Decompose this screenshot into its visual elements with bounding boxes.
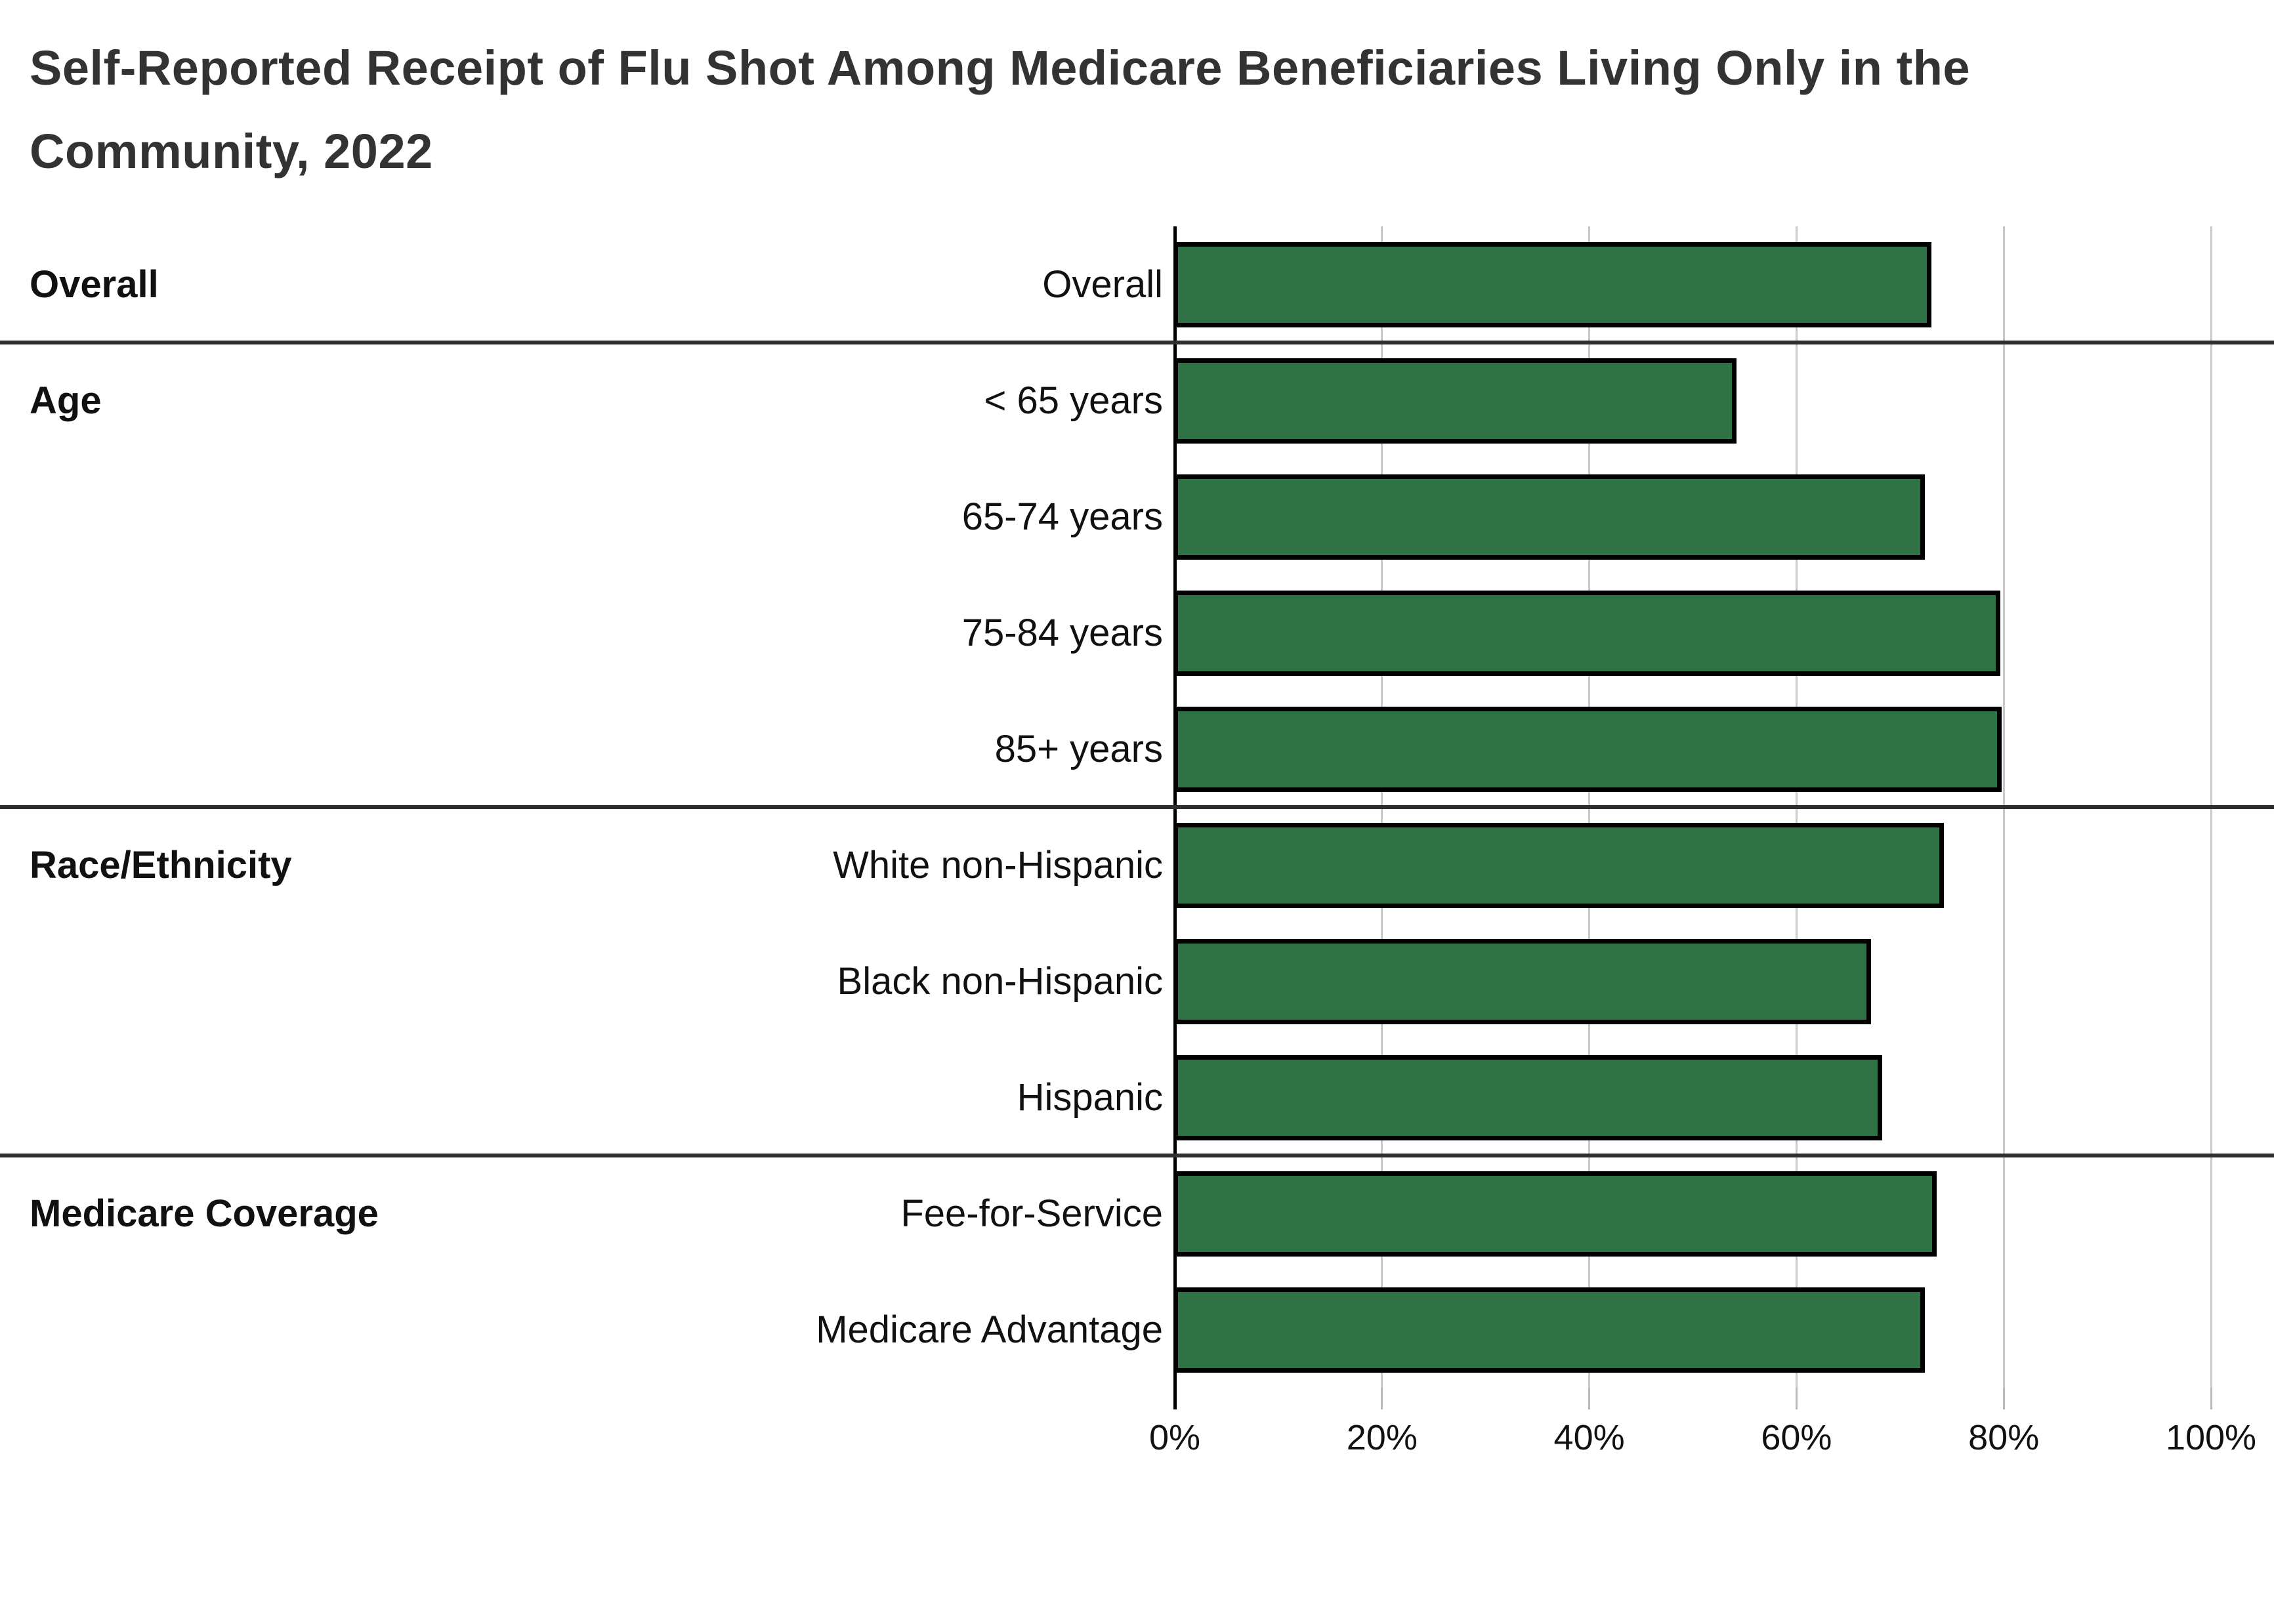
x-tick-label: 20% xyxy=(1346,1418,1418,1457)
axis-tick-100pct xyxy=(2210,1388,2212,1409)
group-label: Medicare Coverage xyxy=(30,1192,379,1235)
bar-label: < 65 years xyxy=(984,379,1163,422)
bar-85-years xyxy=(1173,706,2002,792)
x-tick-label: 0% xyxy=(1148,1418,1201,1457)
bar-label: 65-74 years xyxy=(961,495,1163,538)
group-separator xyxy=(0,341,2274,344)
bar-label: Fee-for-Service xyxy=(900,1192,1163,1235)
axis-tick-40pct xyxy=(1588,1388,1591,1409)
bar-label: Hispanic xyxy=(1017,1075,1163,1119)
axis-tick-20pct xyxy=(1381,1388,1383,1409)
bar-label: White non-Hispanic xyxy=(833,843,1163,886)
bar-overall xyxy=(1173,241,1931,327)
group-separator xyxy=(0,805,2274,809)
bar-white-non-hispanic xyxy=(1173,822,1944,908)
y-axis-line xyxy=(1173,226,1177,1409)
bar-medicare-advantage xyxy=(1173,1287,1926,1373)
bar-75-84-years xyxy=(1173,590,2001,676)
axis-tick-80pct xyxy=(2002,1388,2005,1409)
x-tick-label: 40% xyxy=(1553,1418,1625,1457)
group-separator xyxy=(0,1154,2274,1157)
bar-black-non-hispanic xyxy=(1173,938,1872,1024)
bar-label: Black non-Hispanic xyxy=(837,959,1163,1003)
bar-label: Overall xyxy=(1042,262,1163,306)
chart-title-line1: Self-Reported Receipt of Flu Shot Among … xyxy=(30,41,1971,95)
axis-tick-60pct xyxy=(1795,1388,1798,1409)
bar--65-years xyxy=(1173,358,1737,444)
group-label: Race/Ethnicity xyxy=(30,843,292,886)
x-tick-label: 80% xyxy=(1968,1418,2040,1457)
bar-label: 85+ years xyxy=(994,727,1163,770)
x-tick-label: 60% xyxy=(1761,1418,1832,1457)
bar-hispanic xyxy=(1173,1054,1883,1140)
bar-label: Medicare Advantage xyxy=(816,1308,1163,1351)
group-label: Overall xyxy=(30,262,159,306)
chart-title-line2: Community, 2022 xyxy=(30,124,433,178)
x-tick-label: 100% xyxy=(2165,1418,2257,1457)
chart-title: Self-Reported Receipt of Flu Shot Among … xyxy=(30,26,1970,193)
bar-label: 75-84 years xyxy=(961,611,1163,654)
bar-fee-for-service xyxy=(1173,1171,1937,1257)
group-label: Age xyxy=(30,379,102,422)
bar-65-74-years xyxy=(1173,474,1926,560)
